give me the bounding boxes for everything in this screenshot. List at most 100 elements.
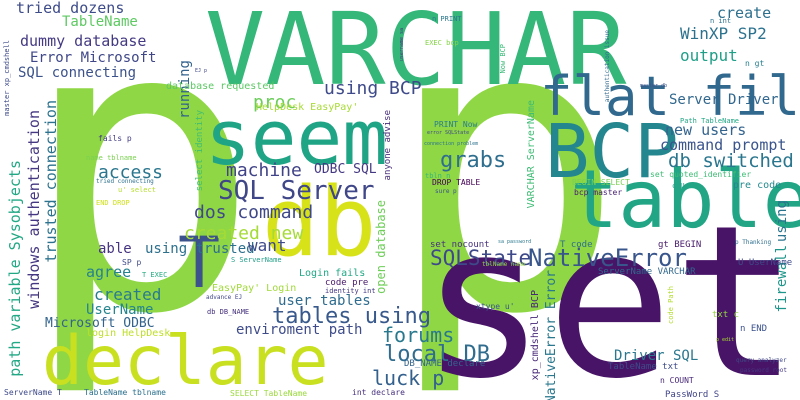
word: EasyPay' Login [212, 283, 297, 294]
word: u' select [118, 186, 156, 194]
word: WinXP SP2 [680, 24, 767, 43]
word: login HelpDesk [86, 328, 171, 339]
word: fails p [98, 134, 132, 143]
word: password root [740, 367, 787, 374]
word: T EXEC [142, 271, 168, 279]
word: command prompt [660, 136, 787, 154]
word: pre code [733, 180, 782, 191]
word: TableName [62, 14, 138, 30]
word: code Path [667, 286, 675, 324]
word: PRINT Now [434, 120, 478, 129]
word: identity int [325, 287, 376, 295]
word: T code [560, 240, 593, 250]
word: using trusted [145, 241, 255, 257]
word: output [680, 46, 738, 65]
word: want [248, 236, 287, 255]
word: Driver SQL [614, 348, 699, 364]
word: gt BEGIN [658, 240, 702, 250]
word: Path TableName [680, 117, 740, 125]
word: db switched [668, 150, 794, 172]
word: PassWord S [665, 390, 720, 400]
word: Server Driver [669, 92, 779, 108]
word: bcp master [574, 188, 623, 197]
word: db [262, 168, 377, 278]
word: machine [226, 160, 302, 181]
word: DROP TABLE [432, 178, 481, 187]
word: n gt [745, 59, 765, 68]
word: p edit [716, 337, 735, 343]
word: SQLState [430, 246, 532, 270]
word: TableName txt [608, 362, 679, 372]
word: EXEC bcp [425, 39, 459, 47]
word: ODBC SQL [314, 162, 377, 177]
word: db DB_NAME [207, 308, 250, 316]
word: EJ p [195, 68, 208, 74]
word: anyone advise [383, 110, 393, 181]
word: SQL Server [218, 176, 375, 206]
word: BCP [545, 109, 679, 195]
word: U UserName [738, 258, 793, 268]
word: n PRINT [432, 15, 462, 23]
word: set quoted_identifier [650, 170, 752, 179]
word: database requested [166, 81, 275, 92]
word: firewall [774, 245, 790, 313]
word: create [717, 4, 772, 22]
word: BEGIN SELECT [572, 178, 630, 187]
word: xtype u' [476, 302, 515, 311]
word: user tables [278, 293, 371, 309]
word: c U [672, 182, 685, 190]
word: sa password [498, 239, 532, 245]
word: xp_cmdshell BCP [530, 290, 541, 381]
word: able [98, 241, 132, 257]
word: p [385, 0, 626, 400]
word: p [20, 0, 261, 400]
word: master db [640, 83, 668, 89]
word: ServerName T [4, 388, 62, 397]
word: luck p [372, 366, 445, 390]
word: dos command [194, 202, 314, 223]
word: DB_NAME declare [404, 359, 486, 369]
word: HelpDesk EasyPay' [256, 102, 359, 113]
word: username sa [399, 28, 405, 62]
word: select identity [195, 110, 205, 192]
word: int declare [352, 388, 405, 397]
word: trusted connection [42, 100, 60, 263]
word: tblName name [482, 261, 526, 268]
word: p Thanking [735, 239, 772, 246]
word: new users [665, 121, 747, 139]
word: tried dozens [16, 0, 125, 17]
word: table [570, 153, 800, 246]
word: dummy database [20, 32, 147, 50]
word: windows authentication [25, 110, 43, 309]
word: error SQLState [427, 130, 470, 136]
word: S ServerName [231, 256, 282, 264]
word: Error Microsoft [30, 50, 157, 66]
word: tried connecting [96, 178, 154, 185]
word: SELECT TableName [230, 389, 308, 398]
word: UserName [86, 302, 154, 318]
word: advance EJ [206, 294, 243, 301]
word: open database [374, 200, 388, 294]
word: TableName tblname [84, 388, 166, 397]
word: created new [184, 223, 304, 244]
word: VARCHAR ServerName [526, 100, 537, 209]
word: authentication issue [604, 30, 611, 103]
word: master xp_cmdshell [3, 40, 11, 116]
word: created [94, 285, 162, 304]
word: forums [382, 323, 455, 347]
word: SP p [122, 258, 142, 267]
word: NativeError [528, 244, 687, 272]
word: n int [710, 17, 732, 25]
word: set [420, 180, 800, 400]
word: agree [86, 263, 132, 281]
word: grabs [440, 148, 507, 173]
word: access [98, 162, 164, 183]
word: Microsoft ODBC [45, 316, 155, 331]
word: T [178, 222, 221, 304]
word: txt c [712, 310, 740, 320]
word: END DROP [96, 199, 130, 207]
word: enviroment path [236, 322, 363, 338]
word: n COUNT [660, 376, 694, 385]
word: declare [42, 322, 329, 400]
